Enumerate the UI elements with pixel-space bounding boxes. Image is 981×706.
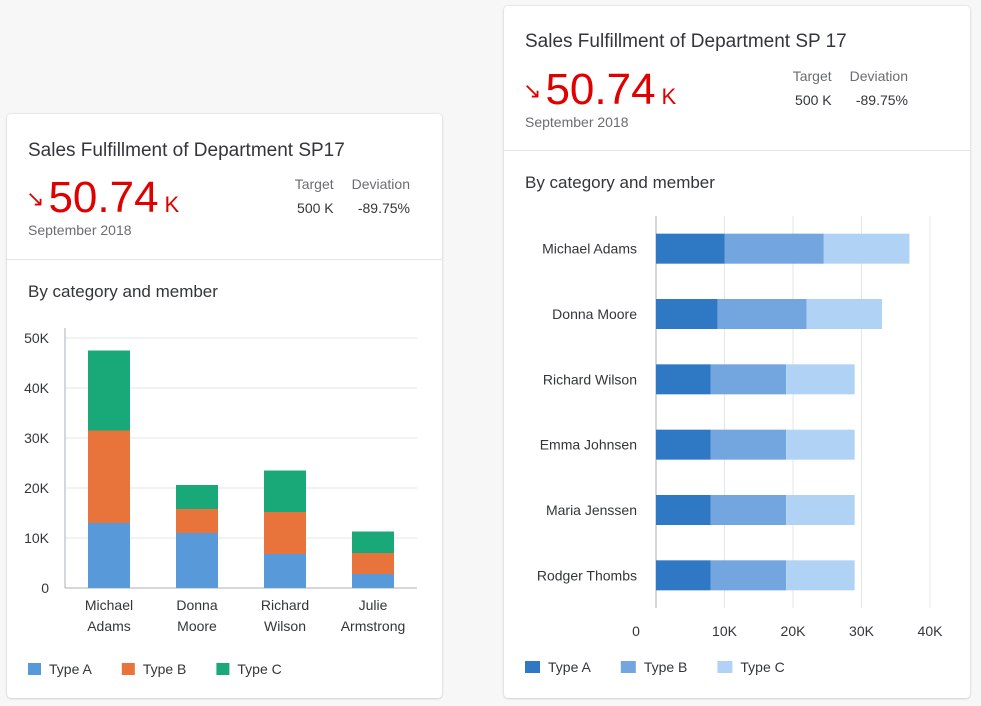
bar-type-c[interactable] [786,429,855,460]
legend-label: Type A [548,659,591,675]
legend-swatch [216,663,230,675]
legend-swatch [525,661,540,673]
y-tick-label: 0 [41,580,49,596]
kpi-value-row: ↘ 50.74 K [26,176,179,220]
legend-label: Type C [740,659,784,675]
deviation-value: -89.75% [357,200,410,216]
bar-type-a[interactable] [264,554,306,588]
y-tick-label: 30K [24,430,50,446]
y-category-label: Emma Johnsen [540,437,637,453]
kpi-card-sp17[interactable]: Sales Fulfillment of Department SP17 ↘ 5… [7,114,442,698]
x-tick-label: 40K [918,623,944,639]
target-deviation: Target Deviation 500 K -89.75% [295,176,410,216]
period-label: September 2018 [525,114,629,130]
card-title: Sales Fulfillment of Department SP 17 [525,31,847,52]
kpi-value: 50.74 [545,65,656,114]
legend-swatch [717,661,733,673]
bar-type-a[interactable] [176,533,218,588]
bar-type-a[interactable] [88,523,130,588]
bar-type-b[interactable] [176,509,218,533]
x-category-label: Richard [261,597,309,613]
bar-type-b[interactable] [717,299,807,329]
target-deviation: Target Deviation 500 K -89.75% [793,68,908,108]
legend-label: Type C [237,661,281,677]
bar-type-a[interactable] [656,364,711,395]
x-tick-label: 10K [712,623,738,639]
bar-type-b[interactable] [264,512,306,554]
bar-type-b[interactable] [724,233,824,264]
x-tick-label: 30K [849,623,875,639]
period-label: September 2018 [28,222,132,238]
bar-type-a[interactable] [656,429,711,460]
bar-type-a[interactable] [656,233,725,264]
bar-type-c[interactable] [806,299,883,329]
y-category-label: Donna Moore [552,306,637,322]
legend-label: Type B [143,661,187,677]
section-title: By category and member [525,173,715,192]
kpi-value: 50.74 [48,173,159,222]
x-category-label: Donna [176,597,217,613]
x-category-label: Julie [359,597,388,613]
x-category-label: Wilson [264,618,306,634]
bar-type-c[interactable] [823,233,910,264]
kpi-value-row: ↘ 50.74 K [523,68,676,112]
y-tick-label: 10K [24,530,50,546]
target-value: 500 K [795,92,832,108]
legend-swatch [28,663,41,675]
x-category-label: Armstrong [341,618,406,634]
stacked-column-chart[interactable]: 0 10K 20K 30K 40K 50K Michael Adams Donna Moore Ri… [7,114,442,698]
bar-type-b[interactable] [710,364,787,395]
bar-type-c[interactable] [352,531,394,554]
deviation-label: Deviation [351,176,410,192]
target-label: Target [294,176,334,192]
bar-type-b[interactable] [710,495,787,525]
y-category-label: Michael Adams [542,241,637,257]
bar-type-a[interactable] [656,495,711,525]
kpi-unit: K [661,84,677,109]
section-title: By category and member [28,282,218,301]
bar-type-a[interactable] [352,574,394,588]
y-category-label: Richard Wilson [543,371,637,387]
bar-type-c[interactable] [786,364,855,395]
bar-type-b[interactable] [352,553,394,574]
x-tick-label: 20K [781,623,807,639]
kpi-card-sp-17[interactable]: Sales Fulfillment of Department SP 17 ↘ … [504,6,970,698]
bar-type-c[interactable] [176,485,218,509]
y-tick-label: 20K [24,480,50,496]
legend-swatch [620,661,636,673]
deviation-label: Deviation [849,68,908,84]
bar-type-c[interactable] [786,560,855,591]
x-category-label: Adams [87,618,131,634]
bar-type-a[interactable] [656,299,718,329]
card-header[interactable]: Sales Fulfillment of Department SP 17 ↘ … [504,6,970,151]
bar-type-a[interactable] [656,560,711,591]
bar-type-b[interactable] [710,560,787,591]
y-tick-label: 40K [24,380,50,396]
legend-swatch [121,663,135,675]
legend-label: Type B [644,659,688,675]
bar-type-c[interactable] [786,495,855,525]
target-value: 500 K [297,200,334,216]
x-category-label: Moore [177,618,217,634]
legend-label: Type A [49,661,92,677]
y-tick-label: 50K [24,330,50,346]
y-category-label: Maria Jenssen [546,502,637,518]
target-label: Target [792,68,832,84]
bar-type-c[interactable] [264,470,306,513]
bar-type-c[interactable] [88,350,130,431]
trend-down-arrow-icon: ↘ [26,186,45,211]
card-title: Sales Fulfillment of Department SP17 [28,140,345,161]
kpi-unit: K [164,192,180,217]
x-tick-label: 0 [632,623,640,639]
y-category-label: Rodger Thombs [537,567,637,583]
trend-down-arrow-icon: ↘ [523,78,542,103]
bar-type-b[interactable] [710,429,787,460]
x-category-label: Michael [85,597,133,613]
stacked-bar-chart[interactable]: 0 10K 20K 30K 40K Michael Adams Donna Moore Ric… [504,6,970,698]
bar-type-b[interactable] [88,430,130,524]
card-header[interactable]: Sales Fulfillment of Department SP17 ↘ 5… [7,114,442,260]
deviation-value: -89.75% [855,92,908,108]
